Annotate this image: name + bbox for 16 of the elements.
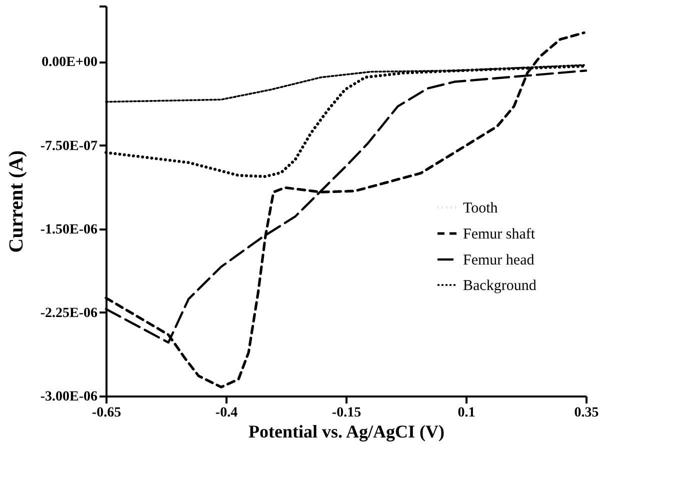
y-tick-label: -2.25E-06 xyxy=(40,306,98,321)
legend-label: Femur shaft xyxy=(463,226,536,242)
y-tick-label: -7.50E-07 xyxy=(40,138,98,154)
legend-label: Femur head xyxy=(463,252,535,268)
legend-label: Tooth xyxy=(463,200,498,216)
x-tick-label: 0.1 xyxy=(458,406,476,420)
x-tick-label: -0.4 xyxy=(215,406,238,420)
x-axis-title: Potential vs. Ag/AgCI (V) xyxy=(248,422,444,442)
y-tick-label: 0.00E+00 xyxy=(42,55,98,70)
x-tick-label: -0.15 xyxy=(332,406,362,420)
x-tick-label: -0.65 xyxy=(92,406,122,420)
y-tick-label: -3.00E-06 xyxy=(40,390,98,404)
y-axis-title: Current (A) xyxy=(5,150,28,253)
legend-label: Background xyxy=(463,278,537,294)
y-tick-label: -1.50E-06 xyxy=(40,222,98,238)
x-tick-label: 0.35 xyxy=(574,406,599,420)
